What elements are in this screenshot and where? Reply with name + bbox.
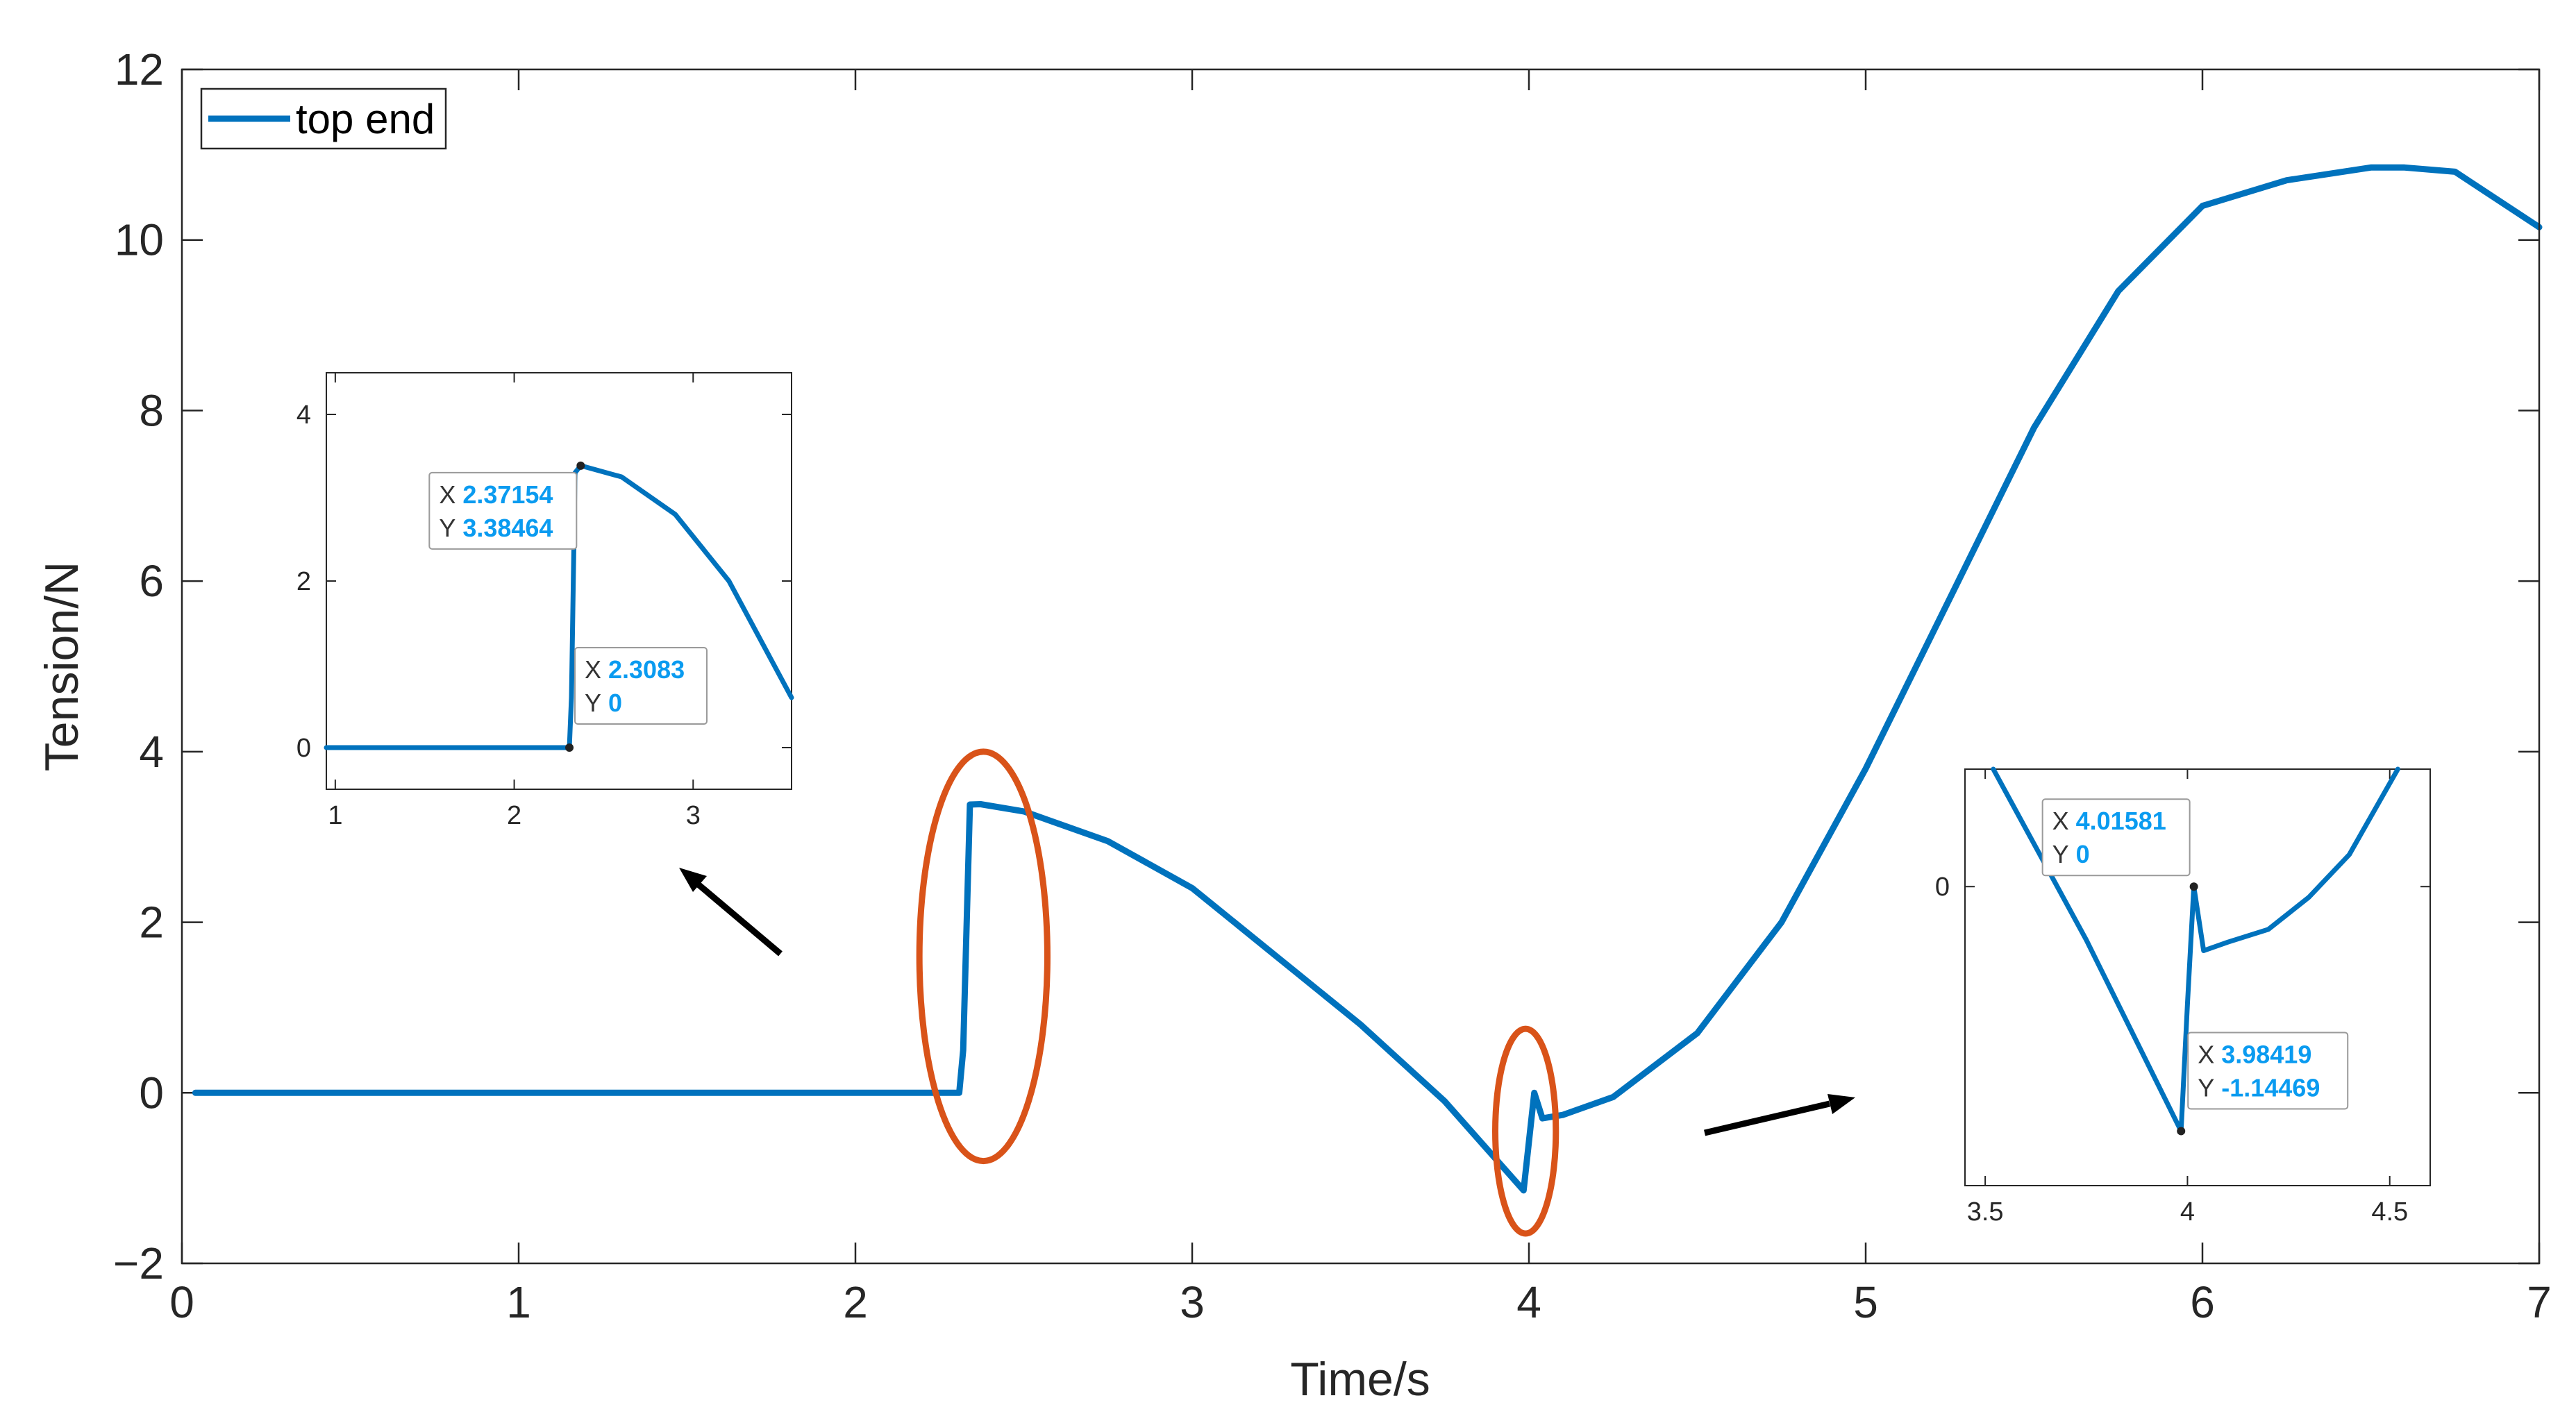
inset-dip-ticks <box>1965 769 2430 1186</box>
inset-x-tick-label: 4.5 <box>2371 1197 2408 1227</box>
inset-x-tick-label: 3 <box>686 801 701 830</box>
datatip-y-value: 0 <box>2076 840 2090 868</box>
annotation-arrows <box>679 868 1855 1136</box>
datatip-y-key: Y <box>2052 840 2069 868</box>
inset-y-tick-label: 0 <box>296 734 311 763</box>
x-tick-label: 1 <box>506 1277 531 1327</box>
y-tick-label: 8 <box>139 385 164 435</box>
x-tick-label: 5 <box>1853 1277 1878 1327</box>
arrow-head-left <box>679 868 707 892</box>
datatip-x-value: 2.3083 <box>608 655 685 684</box>
y-tick-label: 0 <box>139 1068 164 1118</box>
y-tick-label: 2 <box>139 898 164 948</box>
y-tick-label: 6 <box>139 556 164 606</box>
datatip-x-value: 2.37154 <box>462 480 553 509</box>
main-axes-box <box>181 68 2541 1265</box>
inset-x-tick-label: 3.5 <box>1967 1197 2004 1227</box>
legend-label: top end <box>296 96 435 142</box>
datatip-box <box>2041 798 2191 877</box>
arrow-to-right-inset <box>1703 1100 1831 1136</box>
y-tick-label: 10 <box>115 215 164 265</box>
datatip-x-key: X <box>585 655 601 684</box>
y-axis-title: Tension/N <box>35 562 88 771</box>
series-line-top-end <box>192 164 2543 1194</box>
main-series-line <box>192 164 2543 1194</box>
inset-x-tick-label: 2 <box>507 801 521 830</box>
y-tick-label: 12 <box>115 44 164 94</box>
x-tick-label: 6 <box>2190 1277 2215 1327</box>
datatip-marker <box>565 743 574 752</box>
datatip-marker <box>576 461 585 470</box>
datatip-y-key: Y <box>439 514 455 542</box>
datatip-marker <box>2177 1127 2186 1136</box>
inset-y-tick-label: 2 <box>296 567 311 596</box>
inset-y-tick-label: 0 <box>1935 873 1950 902</box>
inset-series-line <box>1991 766 2400 1134</box>
x-tick-label: 4 <box>1516 1277 1541 1327</box>
y-tick-label: −2 <box>113 1238 164 1288</box>
datatip-y-value: 3.38464 <box>462 514 553 542</box>
datatip-y-key: Y <box>585 689 601 717</box>
x-tick-label: 0 <box>169 1277 194 1327</box>
inset-jump-tick-labels: 1 2 3 0 2 4 <box>296 401 701 830</box>
datatip-x-key: X <box>2052 807 2069 835</box>
datatip-x-value: 3.98419 <box>2221 1040 2311 1068</box>
arrow-head-right <box>1828 1094 1855 1114</box>
inset-x-tick-label: 4 <box>2180 1197 2195 1227</box>
inset-dip-line <box>1991 766 2400 1134</box>
legend: top end <box>200 87 447 150</box>
datatip-x-key: X <box>439 480 455 509</box>
x-tick-label: 2 <box>843 1277 868 1327</box>
y-tick-label: 4 <box>139 727 164 777</box>
datatip-box <box>428 471 578 550</box>
arrow-to-left-inset <box>694 879 783 957</box>
datatip-y-value: -1.14469 <box>2221 1073 2320 1102</box>
datatip-box <box>574 647 708 725</box>
highlight-ellipse <box>1492 1025 1559 1237</box>
inset-dip-tick-labels: 3.5 4 4.5 0 <box>1935 873 2408 1227</box>
highlight-ellipses <box>916 748 1559 1237</box>
datatip-marker <box>2189 882 2198 891</box>
datatip-x-key: X <box>2198 1040 2214 1068</box>
inset-jump-box <box>326 372 792 790</box>
x-tick-label: 3 <box>1180 1277 1205 1327</box>
datatip-y-key: Y <box>2198 1073 2214 1102</box>
inset-x-tick-label: 1 <box>328 801 342 830</box>
datatip-box <box>2187 1032 2349 1110</box>
inset-y-tick-label: 4 <box>296 401 311 430</box>
x-tick-label: 7 <box>2527 1277 2552 1327</box>
highlight-ellipse <box>916 748 1051 1165</box>
x-axis-title: Time/s <box>1290 1353 1430 1406</box>
datatip-y-value: 0 <box>608 689 622 717</box>
datatip-x-value: 4.01581 <box>2076 807 2166 835</box>
